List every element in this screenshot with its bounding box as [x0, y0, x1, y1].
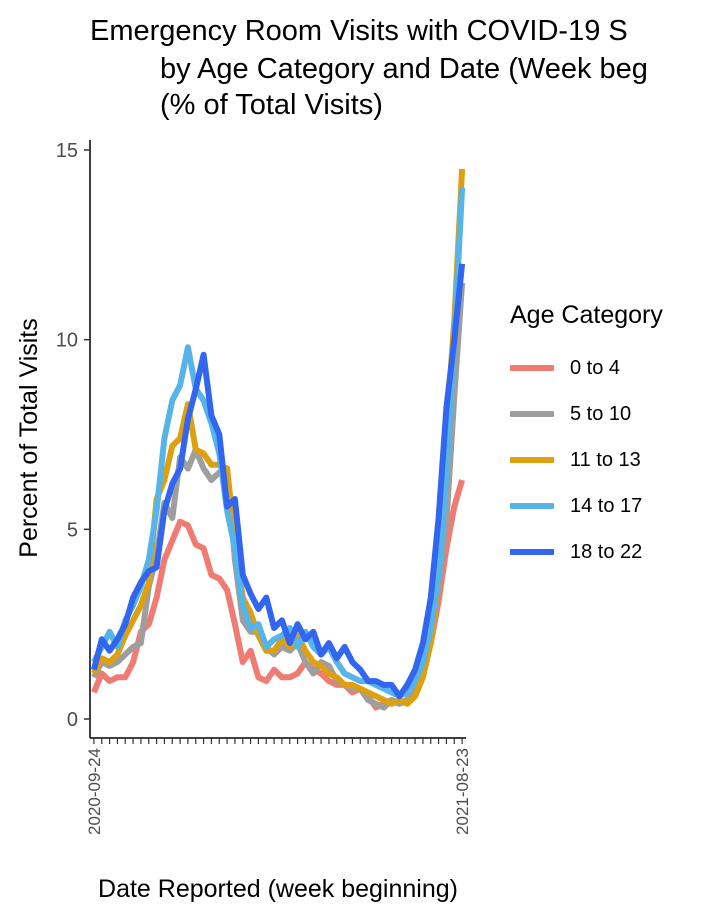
x-tick-label: 2020-09-24	[85, 748, 104, 835]
legend-label: 18 to 22	[570, 540, 643, 563]
y-tick-label: 10	[56, 330, 78, 352]
y-tick-label: 15	[56, 140, 78, 162]
legend-item: 18 to 22	[510, 537, 642, 567]
x-tick-label: 2021-08-23	[453, 748, 472, 835]
legend-label: 5 to 10	[570, 402, 632, 425]
x-tick-labels: 2020-09-24 2021-08-23	[85, 738, 472, 835]
legend-key	[510, 411, 554, 417]
y-tick-label: 5	[67, 519, 78, 541]
chart-title-line-3: (% of Total Visits)	[160, 89, 383, 121]
chart-title-line-1: Emergency Room Visits with COVID-19 S	[90, 15, 628, 47]
legend-label: 0 to 4	[570, 356, 621, 379]
legend-item: 11 to 13	[510, 445, 641, 475]
legend-key	[510, 365, 554, 371]
legend-label: 14 to 17	[570, 494, 643, 517]
x-axis-label: Date Reported (week beginning)	[98, 875, 458, 903]
legend-title: Age Category	[510, 301, 663, 329]
axes: 0 5 10 15	[56, 140, 466, 739]
legend-item: 0 to 4	[510, 353, 620, 383]
legend-key	[510, 457, 554, 463]
legend-label: 11 to 13	[570, 448, 641, 471]
legend-item: 14 to 17	[510, 491, 642, 521]
series-line-18-to-22	[90, 263, 466, 700]
y-tick-label: 0	[67, 709, 78, 731]
y-axis-label: Percent of Total Visits	[15, 318, 43, 557]
legend-item: 5 to 10	[510, 399, 631, 429]
legend-key	[510, 503, 554, 509]
series-layer	[90, 168, 466, 711]
chart-title-line-2: by Age Category and Date (Week beg	[160, 53, 648, 85]
legend-key	[510, 549, 554, 555]
